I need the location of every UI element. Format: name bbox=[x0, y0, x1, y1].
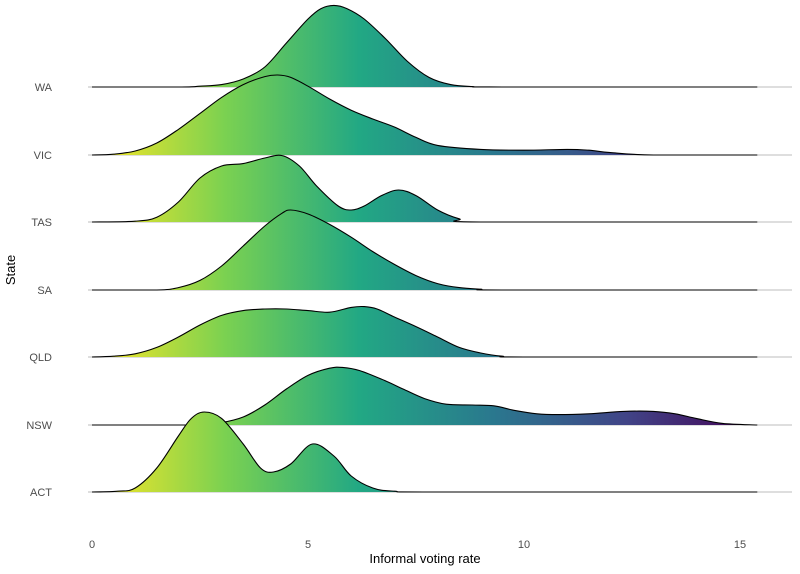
ridge-line-sa bbox=[92, 209, 758, 291]
ridge-fill-tas bbox=[92, 155, 758, 222]
ridge-line-tas bbox=[91, 154, 758, 223]
y-tick-label-act: ACT bbox=[30, 487, 52, 499]
x-tick-labels: 0 5 10 15 bbox=[89, 539, 746, 551]
ridge-fill-nsw bbox=[92, 367, 758, 425]
y-axis-title: State bbox=[3, 255, 18, 285]
y-tick-label-vic: VIC bbox=[34, 150, 52, 162]
y-tick-label-sa: SA bbox=[37, 285, 52, 297]
y-tick-labels: ACT NSW QLD SA TAS VIC WA bbox=[26, 82, 52, 499]
ridge-line-qld bbox=[91, 305, 758, 358]
ridges bbox=[91, 4, 758, 493]
x-tick-label-10: 10 bbox=[518, 539, 530, 551]
y-tick-label-nsw: NSW bbox=[26, 420, 52, 432]
x-tick-label-15: 15 bbox=[734, 539, 746, 551]
ridge-fill-qld bbox=[92, 306, 758, 357]
y-tick-label-qld: QLD bbox=[29, 352, 52, 364]
ridge-line-wa bbox=[92, 4, 758, 88]
ridge-fill-vic bbox=[92, 74, 758, 155]
y-tick-label-tas: TAS bbox=[31, 217, 52, 229]
ridge-fill-act bbox=[92, 412, 758, 492]
x-tick-label-0: 0 bbox=[89, 539, 95, 551]
x-axis-title: Informal voting rate bbox=[369, 551, 480, 566]
ridge-line-act bbox=[91, 411, 758, 493]
x-tick-label-5: 5 bbox=[305, 539, 311, 551]
y-tick-label-wa: WA bbox=[35, 82, 53, 94]
ridge-line-vic bbox=[91, 74, 758, 156]
ridge-fill-sa bbox=[92, 209, 758, 290]
ridge-line-nsw bbox=[91, 366, 758, 426]
